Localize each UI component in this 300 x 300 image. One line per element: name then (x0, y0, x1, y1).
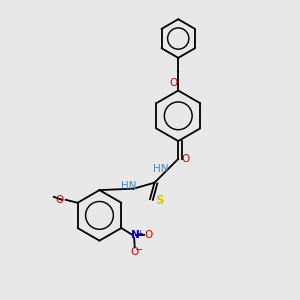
Text: O: O (144, 230, 152, 241)
Text: O: O (56, 195, 64, 205)
Text: S: S (155, 194, 163, 207)
Text: +: + (136, 229, 143, 238)
Text: O: O (182, 154, 190, 164)
Text: HN: HN (153, 164, 168, 174)
Text: O: O (130, 247, 139, 257)
Text: O: O (170, 78, 178, 88)
Text: −: − (135, 245, 143, 255)
Text: N: N (131, 230, 140, 241)
Text: HN: HN (122, 181, 137, 191)
